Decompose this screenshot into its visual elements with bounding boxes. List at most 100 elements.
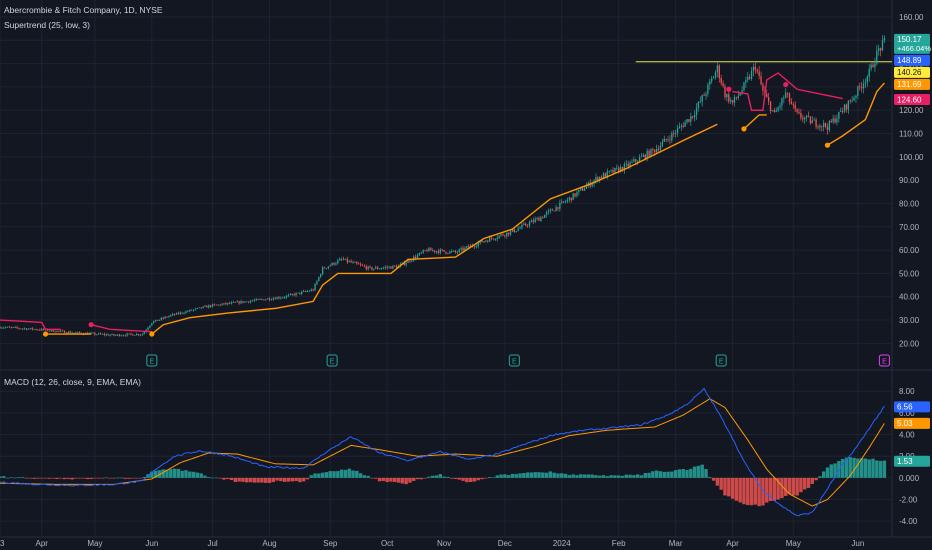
candle-body	[785, 92, 787, 98]
macd-histogram-bar	[434, 475, 439, 478]
macd-histogram-bar	[525, 472, 530, 478]
candle-body	[544, 214, 546, 218]
macd-badge-label: 5.03	[897, 419, 913, 428]
macd-histogram-bar	[66, 477, 71, 479]
candle-body	[310, 289, 312, 291]
candle-body	[373, 268, 375, 270]
macd-histogram-bar	[844, 457, 849, 478]
candle-body	[819, 125, 821, 128]
chart-title[interactable]: Abercrombie & Fitch Company, 1D, NYSE	[4, 5, 163, 15]
candle-body	[392, 265, 394, 269]
candle-body	[208, 305, 210, 308]
macd-histogram-bar	[396, 477, 401, 483]
macd-histogram-bar	[476, 477, 480, 481]
candle-body	[246, 301, 248, 303]
macd-title[interactable]: MACD (12, 26, close, 9, EMA, EMA)	[4, 377, 141, 387]
candle-body	[227, 302, 229, 305]
macd-histogram-bar	[472, 477, 477, 482]
supertrend-line	[743, 114, 767, 130]
candle-body	[139, 334, 142, 336]
macd-histogram-bar	[875, 460, 879, 478]
macd-histogram-bar	[362, 475, 367, 478]
time-tick-label: Apr	[726, 539, 739, 548]
candle-body	[583, 188, 586, 191]
candle-body	[563, 201, 565, 203]
candle-body	[857, 86, 859, 96]
macd-histogram-bar	[267, 477, 272, 483]
candle-body	[308, 290, 311, 292]
candle-body	[648, 150, 650, 157]
time-tick-label: Nov	[437, 539, 451, 548]
macd-histogram-bar	[188, 471, 192, 478]
candle-body	[162, 317, 164, 319]
candle-body	[872, 64, 874, 68]
candle-body	[395, 266, 398, 268]
candle-body	[456, 252, 459, 253]
candle-body	[697, 102, 700, 108]
macd-histogram-bar	[567, 475, 572, 478]
candle-body	[147, 327, 149, 330]
candle-body	[731, 100, 734, 103]
earnings-marker	[878, 354, 890, 367]
candle-body	[726, 94, 728, 98]
macd-histogram-bar	[153, 470, 158, 478]
macd-histogram-bar	[17, 477, 21, 478]
candle-body	[669, 139, 671, 141]
macd-histogram-bar	[226, 477, 230, 479]
macd-histogram-bar	[81, 477, 86, 479]
candle-body	[823, 123, 825, 127]
macd-histogram-bar	[245, 477, 249, 483]
macd-histogram-bar	[134, 477, 139, 479]
candle-body	[752, 66, 755, 71]
macd-histogram-bar	[248, 477, 253, 483]
macd-histogram-bar	[355, 470, 359, 478]
candle-body	[695, 107, 698, 116]
candle-body	[718, 65, 720, 79]
macd-histogram-bar	[541, 472, 545, 478]
macd-histogram-bar	[207, 477, 211, 478]
candle-body	[50, 329, 52, 331]
macd-badge	[894, 401, 930, 413]
macd-histogram-bar	[222, 477, 226, 480]
time-tick-label: Apr	[36, 539, 49, 548]
candle-body	[198, 307, 200, 309]
price-badge-label: 140.26	[897, 68, 922, 77]
macd-histogram-bar	[119, 477, 124, 479]
candle-body	[126, 333, 128, 336]
candle-body	[234, 302, 237, 303]
macd-histogram-bar	[172, 468, 177, 478]
candle-body	[361, 264, 364, 266]
candle-body	[496, 237, 498, 240]
candle-body	[657, 148, 660, 150]
macd-histogram-bar	[28, 477, 33, 479]
grid-lines	[0, 0, 932, 538]
candle-body	[426, 250, 428, 252]
candle-body	[525, 223, 527, 226]
candle-body	[154, 319, 157, 322]
macd-histogram-bar	[161, 469, 165, 478]
supertrend-line	[0, 319, 61, 331]
candle-body	[251, 300, 254, 302]
candle-body	[878, 48, 880, 51]
candle-body	[94, 332, 96, 335]
macd-histogram-bar	[446, 476, 450, 478]
candle-body	[335, 263, 337, 265]
candle-body	[185, 311, 187, 314]
candle-body	[416, 255, 419, 258]
macd-tick-label: 0.000	[899, 474, 920, 483]
candle-body	[826, 126, 829, 130]
macd-histogram-bar	[313, 473, 317, 478]
supertrend-legend[interactable]: Supertrend (25, low, 3)	[4, 20, 90, 30]
candle-body	[358, 263, 360, 265]
macd-histogram-bar	[131, 477, 135, 479]
candle-body	[58, 330, 60, 332]
candle-body	[409, 260, 411, 262]
macd-histogram-bar	[468, 477, 473, 483]
candle-body	[745, 80, 747, 83]
macd-histogram-bar	[317, 473, 321, 478]
candle-body	[132, 334, 134, 336]
candle-body	[521, 224, 523, 228]
macd-histogram-bar	[510, 473, 515, 478]
candle-body	[441, 249, 443, 251]
